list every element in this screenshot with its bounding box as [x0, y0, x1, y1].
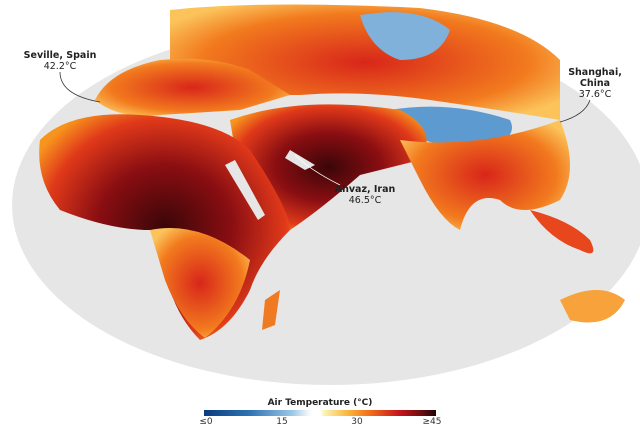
leader-line-shanghai	[559, 99, 591, 123]
annotation-shanghai: Shanghai, China 37.6°C	[560, 67, 630, 100]
city-name: Shanghai, China	[568, 67, 622, 89]
legend-tick: ≥45	[422, 417, 442, 427]
legend-tick: ≤0	[199, 417, 213, 427]
land-se-asia	[530, 210, 594, 254]
legend-title: Air Temperature (°C)	[267, 398, 373, 408]
city-temperature: 42.2°C	[43, 61, 77, 72]
legend-tick: 15	[276, 417, 288, 427]
land-madagascar	[262, 290, 280, 330]
annotation-seville: Seville, Spain 42.2°C	[10, 50, 110, 72]
land-europe	[95, 58, 290, 116]
legend-color-bar	[204, 410, 436, 416]
legend-tick: 30	[351, 417, 363, 427]
city-temperature: 46.5°C	[348, 195, 382, 206]
city-temperature: 37.6°C	[578, 89, 612, 100]
city-name: Ahvaz, Iran	[334, 184, 396, 195]
annotation-ahvaz: Ahvaz, Iran 46.5°C	[325, 184, 405, 206]
leader-line-ahvaz	[294, 154, 341, 186]
leader-line-seville	[59, 71, 101, 103]
water-red-sea	[225, 160, 265, 220]
land-south-asia	[400, 120, 570, 230]
city-name: Seville, Spain	[23, 50, 97, 61]
land-australia-edge	[560, 290, 625, 323]
land-southern-africa	[150, 228, 250, 338]
cold-region-siberia	[360, 12, 450, 60]
cold-region-tibet	[390, 106, 512, 150]
